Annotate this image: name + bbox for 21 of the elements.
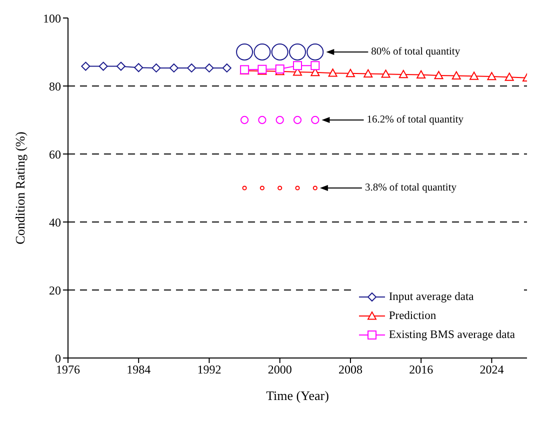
y-tick-label: 80 xyxy=(49,79,61,94)
x-tick-label: 2000 xyxy=(268,362,292,377)
x-tick-label: 2016 xyxy=(409,362,434,377)
x-tick-label: 2008 xyxy=(338,362,362,377)
y-tick-label: 60 xyxy=(49,147,61,162)
annotation: 80% of total quantity xyxy=(371,46,461,58)
y-tick-label: 100 xyxy=(43,11,61,26)
x-tick-label: 1976 xyxy=(56,362,80,377)
x-tick-label: 1984 xyxy=(126,362,151,377)
y-tick-label: 20 xyxy=(49,283,61,298)
y-tick-label: 0 xyxy=(55,351,61,366)
legend-label: Input average data xyxy=(388,290,474,302)
x-tick-label: 1992 xyxy=(197,362,222,377)
x-tick-label: 2024 xyxy=(480,362,504,377)
x-axis-title: Time (Year) xyxy=(266,388,329,403)
legend-label: Existing BMS average data xyxy=(388,328,515,340)
annotation: 16.2% of total quantity xyxy=(366,114,464,126)
y-axis-title: Condition Rating (%) xyxy=(12,132,28,244)
legend-label: Prediction xyxy=(388,310,436,322)
annotation: 3.8% of total quantity xyxy=(364,182,458,194)
y-tick-label: 40 xyxy=(49,215,61,230)
